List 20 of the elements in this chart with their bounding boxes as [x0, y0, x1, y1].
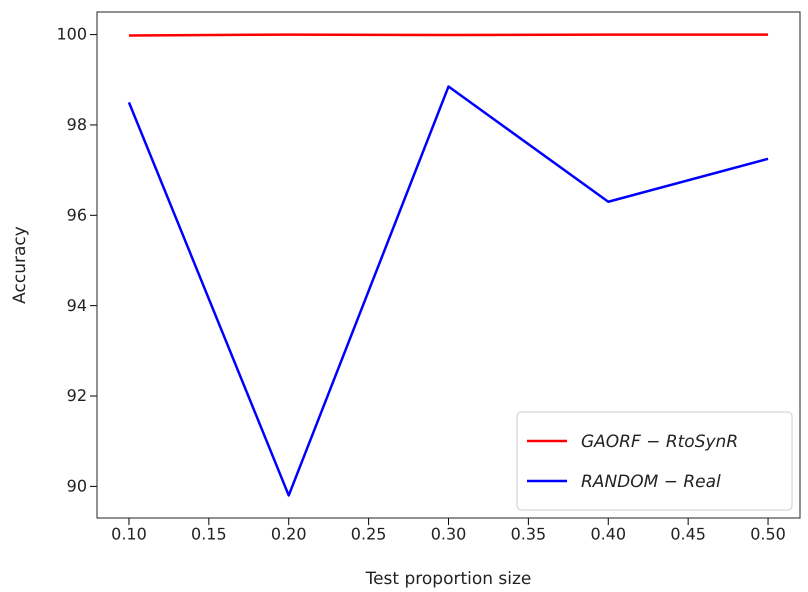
x-tick-label: 0.15: [191, 524, 227, 544]
x-tick-label: 0.35: [510, 524, 546, 544]
y-tick-label: 94: [66, 296, 87, 315]
x-tick-label: 0.30: [430, 524, 466, 544]
y-axis-title: Accuracy: [10, 226, 30, 304]
x-tick-label: 0.40: [590, 524, 626, 544]
legend-label: RANDOM − Real: [581, 472, 722, 492]
y-tick-label: 90: [66, 476, 87, 496]
x-axis-title: Test proportion size: [364, 569, 532, 589]
x-tick-label: 0.20: [270, 524, 307, 544]
y-tick-label: 92: [66, 386, 87, 406]
x-tick-label: 0.45: [670, 524, 706, 544]
y-tick-label: 100: [56, 24, 87, 44]
y-tick-label: 98: [66, 115, 87, 134]
legend-label: GAORF − RtoSynR: [581, 432, 738, 452]
x-tick-label: 0.50: [750, 524, 786, 544]
x-tick-label: 0.10: [111, 524, 147, 544]
line-series: [128, 85, 770, 497]
x-tick-label: 0.25: [350, 524, 386, 544]
y-tick-label: 96: [66, 205, 87, 224]
